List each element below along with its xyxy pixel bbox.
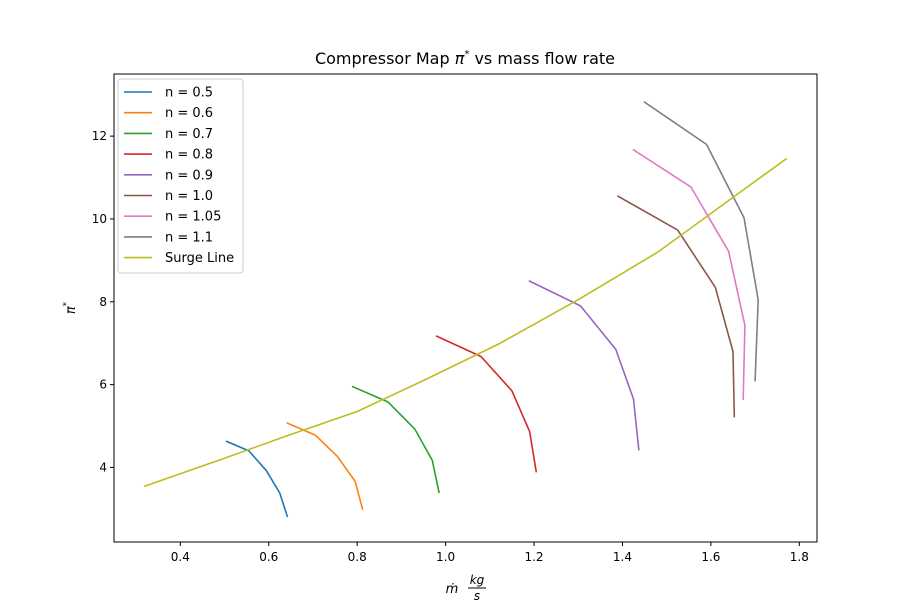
svg-text:π*: π* <box>62 301 79 314</box>
x-axis-label: ṁ kg s <box>446 573 486 603</box>
x-axis-label-numerator: kg <box>470 573 485 587</box>
legend-box <box>117 78 244 274</box>
series-line-2 <box>351 385 440 494</box>
x-tick-label: 0.4 <box>171 550 190 564</box>
legend: n = 0.5 n = 0.6 n = 0.7 n = 0.8 n = 0.9 n = 1… <box>117 78 244 274</box>
series-line-5 <box>616 195 736 418</box>
series-line-0 <box>225 440 289 518</box>
y-tick-label: 4 <box>99 460 107 474</box>
series-line-7 <box>643 101 760 382</box>
x-tick-label: 1.0 <box>436 550 455 564</box>
y-tick-label: 12 <box>92 129 107 143</box>
y-tick-label: 8 <box>99 295 107 309</box>
y-tick-label: 10 <box>92 212 107 226</box>
x-tick-label: 0.8 <box>348 550 367 564</box>
series-line-6 <box>632 148 746 400</box>
legend-label-2: n = 0.7 <box>165 127 213 142</box>
x-tick-label: 1.8 <box>790 550 809 564</box>
legend-label-6: n = 1.05 <box>165 210 221 225</box>
x-axis-label-denominator: s <box>474 589 480 603</box>
x-axis-ticks: 0.4 0.6 0.8 1.0 1.2 1.4 1.6 1.8 <box>171 542 809 564</box>
y-axis-label: π* <box>62 301 79 314</box>
x-tick-label: 1.2 <box>524 550 543 564</box>
plot-frame <box>113 73 818 543</box>
legend-label-1: n = 0.6 <box>165 106 213 121</box>
legend-label-3: n = 0.8 <box>165 148 213 163</box>
legend-label-5: n = 1.0 <box>165 189 213 204</box>
series-line-1 <box>286 422 364 510</box>
y-axis-ticks: 4 6 8 10 12 <box>92 129 114 474</box>
legend-label-0: n = 0.5 <box>165 86 213 101</box>
y-tick-label: 6 <box>99 378 107 392</box>
series-line-3 <box>435 335 538 473</box>
x-tick-label: 1.6 <box>701 550 720 564</box>
x-axis-label-mdot: ṁ <box>446 582 459 597</box>
legend-label-8: Surge Line <box>165 251 234 266</box>
x-tick-label: 1.4 <box>613 550 632 564</box>
x-tick-label: 0.6 <box>259 550 278 564</box>
plot-lines <box>143 101 788 518</box>
legend-label-4: n = 0.9 <box>165 168 213 183</box>
chart-title: Compressor Map π* vs mass flow rate <box>315 49 615 68</box>
series-line-4 <box>528 280 640 451</box>
legend-label-7: n = 1.1 <box>165 230 213 245</box>
series-line-8 <box>143 157 788 488</box>
